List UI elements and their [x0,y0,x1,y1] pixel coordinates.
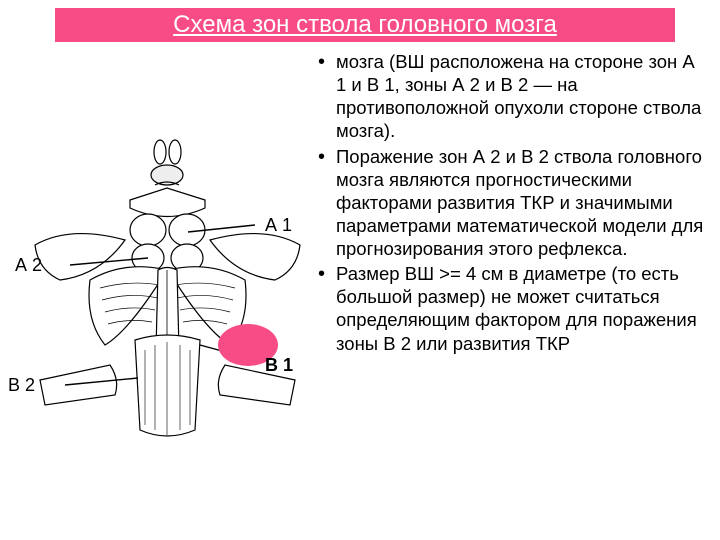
diagram-label-a1: А 1 [265,215,292,236]
bullet-item: Поражение зон А 2 и В 2 ствола головного… [310,145,705,261]
bullet-item: Размер ВШ >= 4 см в диаметре (то есть бо… [310,262,705,355]
page-title: Схема зон ствола головного мозга [173,11,557,39]
brainstem-diagram [30,130,305,440]
bullet-list: мозга (ВШ расположена на стороне зон А 1… [310,50,705,357]
bullet-item: мозга (ВШ расположена на стороне зон А 1… [310,50,705,143]
diagram-label-a2: А 2 [15,255,42,276]
brainstem-svg [30,130,305,440]
diagram-label-b1: В 1 [265,355,293,376]
title-bar: Схема зон ствола головного мозга [55,8,675,42]
diagram-label-b2: В 2 [8,375,35,396]
